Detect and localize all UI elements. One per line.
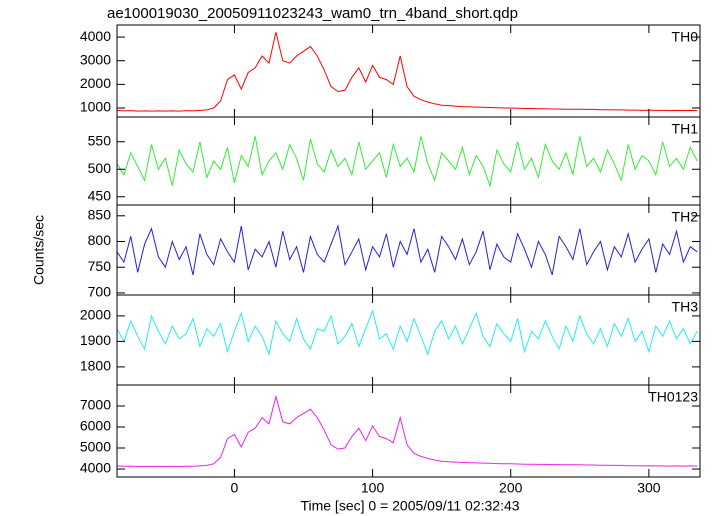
y-tick-label: 6000	[80, 418, 111, 434]
y-tick-label: 2000	[80, 75, 111, 91]
light-curve	[116, 394, 698, 468]
y-tick-label: 5000	[80, 439, 111, 455]
panel-frame	[116, 384, 701, 478]
y-tick-label: 850	[88, 207, 112, 223]
panel-label: TH1	[672, 121, 699, 137]
y-tick-label: 1900	[80, 332, 111, 348]
y-tick-label: 3000	[80, 51, 111, 67]
chart-title: ae100019030_20050911023243_wam0_trn_4ban…	[107, 5, 518, 22]
x-tick-label: 100	[361, 480, 385, 496]
y-tick-label: 800	[88, 232, 112, 248]
x-tick-label: 0	[231, 480, 239, 496]
y-tick-label: 4000	[80, 28, 111, 44]
panel-label: TH3	[672, 299, 699, 315]
x-axis-label: Time [sec] 0 = 2005/09/11 02:32:43	[300, 498, 519, 514]
y-tick-label: 1000	[80, 99, 111, 115]
x-tick-label: 200	[499, 480, 523, 496]
y-tick-label: 450	[88, 187, 112, 203]
y-tick-label: 500	[88, 160, 112, 176]
panel-frame	[116, 24, 701, 118]
panel-frame	[116, 294, 701, 386]
light-curve	[116, 32, 698, 112]
y-tick-label: 550	[88, 132, 112, 148]
panel-label: TH0	[672, 29, 699, 45]
panel-label: TH2	[672, 209, 699, 225]
light-curve	[116, 309, 698, 356]
y-tick-label: 700	[88, 284, 112, 300]
y-tick-label: 1800	[80, 358, 111, 374]
y-tick-label: 750	[88, 258, 112, 274]
panel-label: TH0123	[648, 389, 698, 405]
y-tick-label: 2000	[80, 307, 111, 323]
light-curve	[116, 224, 698, 276]
x-tick-label: 300	[637, 480, 661, 496]
y-tick-label: 4000	[80, 460, 111, 476]
y-tick-label: 7000	[80, 397, 111, 413]
light-curve	[116, 136, 698, 188]
y-axis-label: Counts/sec	[31, 215, 47, 285]
